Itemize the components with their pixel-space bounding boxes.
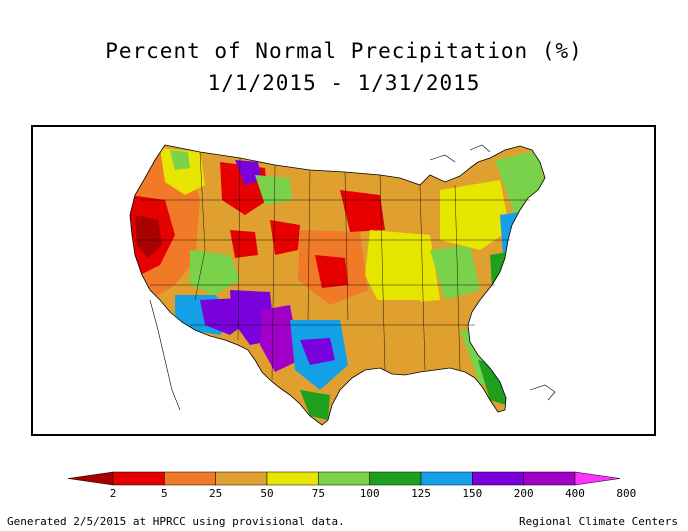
- legend-swatch: [472, 471, 524, 486]
- region-montana-wet: [255, 175, 292, 205]
- border: [237, 157, 241, 341]
- map-date-range: 1/1/2015 - 1/31/2015: [207, 71, 481, 95]
- legend-swatch: [215, 471, 268, 486]
- state-borders: [135, 151, 530, 381]
- border: [194, 151, 206, 301]
- color-legend: 2 5 25 50 75 100 125 150 200 400 800: [67, 471, 637, 500]
- legend-label: 5: [161, 487, 168, 500]
- legend-label: 200: [514, 487, 534, 500]
- border: [419, 184, 426, 371]
- border: [307, 169, 311, 321]
- region-kansas-very-dry: [315, 255, 348, 288]
- baja-coast: [149, 299, 181, 411]
- legend-swatch: [574, 471, 621, 486]
- legend-label: 25: [209, 487, 222, 500]
- footer-generated-note: Generated 2/5/2015 at HPRCC using provis…: [7, 515, 345, 528]
- border: [454, 184, 461, 371]
- region-midwest-near-normal: [365, 230, 440, 305]
- legend-label: 75: [312, 487, 325, 500]
- region-lower-mississippi: [355, 300, 430, 370]
- region-pnw-wet: [170, 150, 190, 170]
- region-utah-dry: [230, 230, 258, 258]
- legend-swatches: [67, 471, 621, 486]
- region-colorado-dry: [270, 220, 300, 255]
- region-california-extreme-dry: [135, 215, 162, 258]
- legend-swatch: [67, 471, 114, 486]
- border: [379, 174, 386, 371]
- legend-label: 150: [462, 487, 482, 500]
- footer-credit: Regional Climate Centers: [519, 515, 678, 528]
- legend-label: 50: [260, 487, 273, 500]
- legend-swatch: [164, 471, 216, 486]
- legend-swatch: [266, 471, 319, 486]
- legend-swatch: [523, 471, 576, 486]
- region-texas-very-wet: [300, 338, 335, 365]
- legend-label: 125: [411, 487, 431, 500]
- legend-swatch: [318, 471, 370, 486]
- region-pnw-near-normal: [160, 148, 205, 195]
- bahamas-coast: [529, 384, 556, 401]
- legend-label: 100: [360, 487, 380, 500]
- border: [271, 164, 276, 381]
- region-ohio-valley-wet: [430, 245, 480, 300]
- legend-label: 800: [616, 487, 636, 500]
- legend-labels: 2 5 25 50 75 100 125 150 200 400 800: [110, 487, 637, 500]
- region-south-texas-wet: [300, 390, 330, 420]
- region-great-lakes-near-normal: [440, 180, 510, 250]
- legend-label: 400: [565, 487, 585, 500]
- legend-swatch: [369, 471, 422, 486]
- coastline-details: [149, 144, 556, 411]
- canada-shore: [469, 144, 491, 153]
- region-upper-midwest-dry: [340, 190, 385, 232]
- region-montana-very-wet: [235, 160, 262, 185]
- region-west-texas-extreme-wet: [260, 305, 300, 372]
- border: [344, 171, 349, 321]
- legend-swatch: [420, 471, 473, 486]
- legend-label: 2: [110, 487, 117, 500]
- legend-swatch: [112, 471, 165, 486]
- canada-shore: [429, 154, 456, 163]
- map-title: Percent of Normal Precipitation (%): [105, 39, 583, 63]
